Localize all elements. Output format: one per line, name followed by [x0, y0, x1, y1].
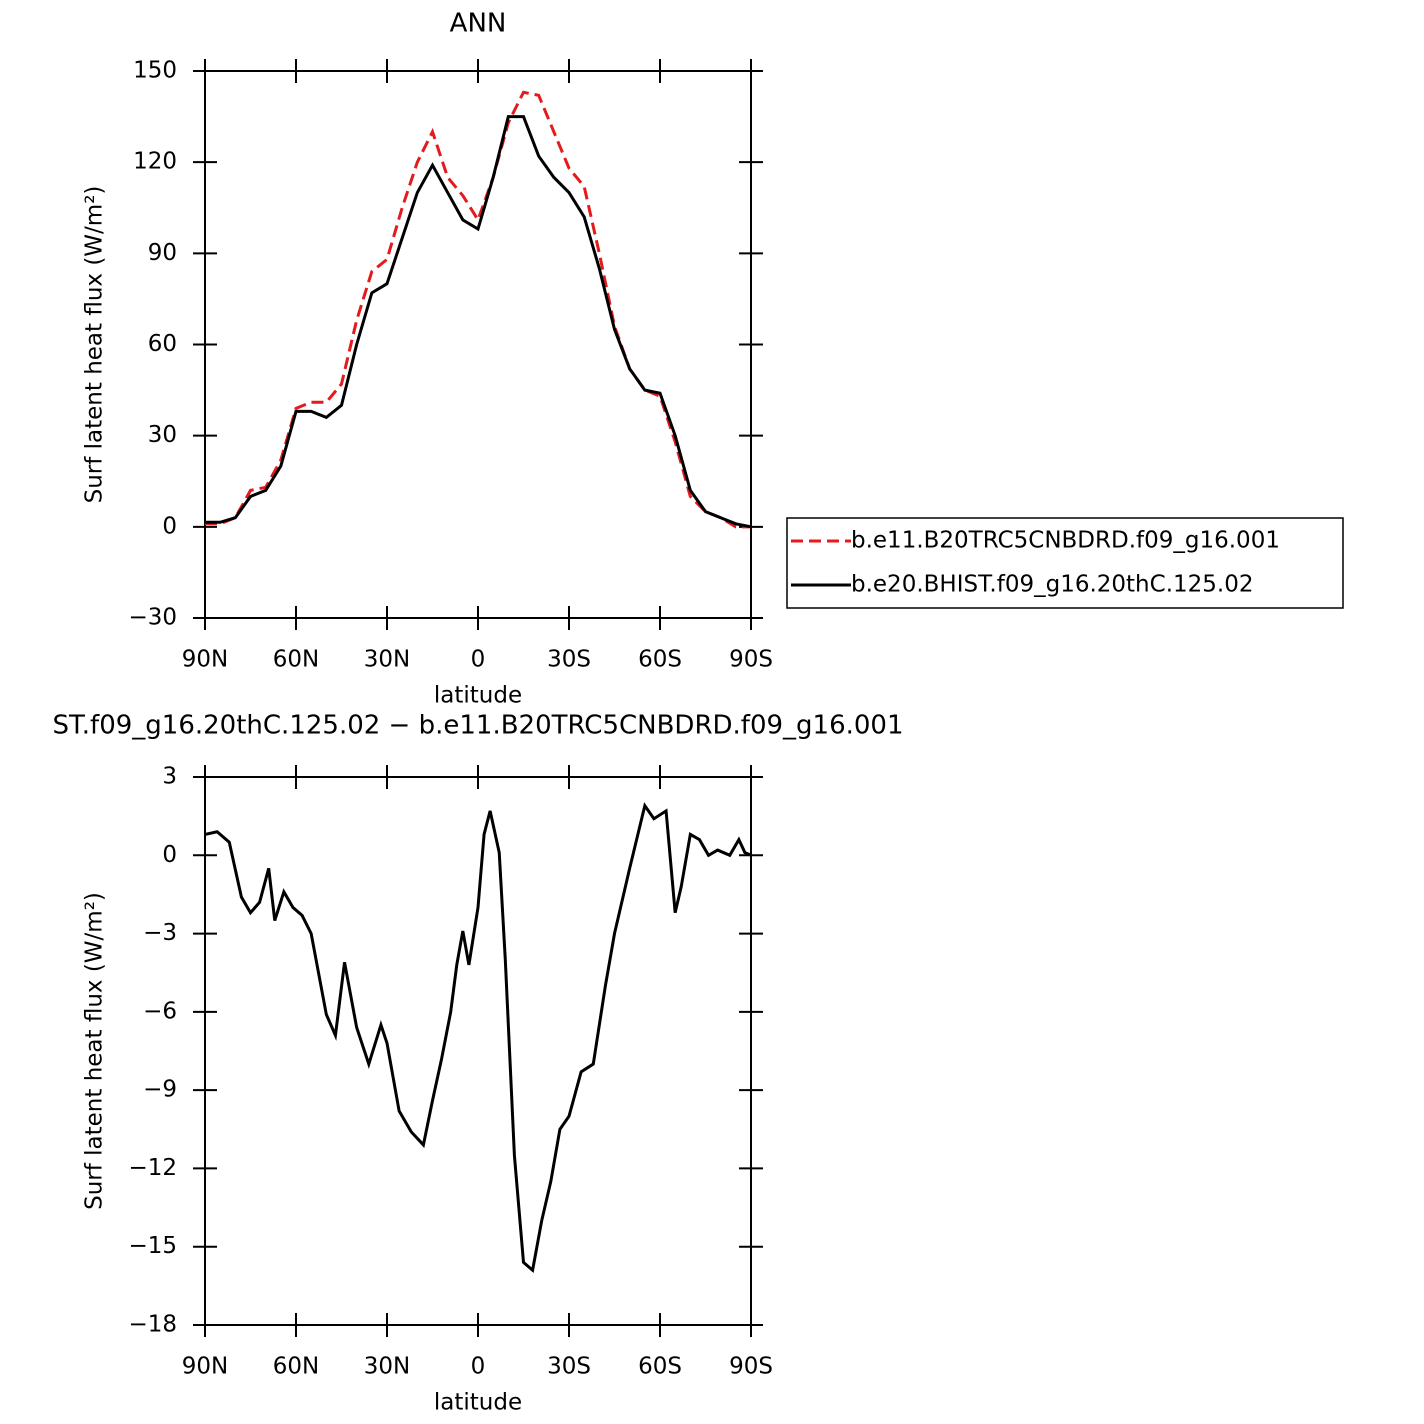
chart-title: ST.f09_g16.20thC.125.02 − b.e11.B20TRC5C… [52, 711, 903, 741]
y-tick-label: −9 [143, 1077, 177, 1103]
x-tick-label: 0 [471, 647, 486, 673]
x-tick-label: 30S [547, 1354, 591, 1380]
x-axis-label: latitude [434, 1390, 522, 1416]
y-tick-label: −15 [128, 1233, 177, 1259]
data-line [205, 90, 751, 529]
data-line [204, 802, 752, 1274]
x-tick-label: 30S [547, 647, 591, 673]
x-tick-label: 90N [182, 647, 228, 673]
y-tick-label: −6 [143, 998, 177, 1024]
y-tick-label: −12 [128, 1155, 177, 1181]
x-tick-label: 30N [364, 647, 410, 673]
x-tick-label: 0 [471, 1354, 486, 1380]
y-axis-label: Surf latent heat flux (W/m²) [82, 186, 108, 504]
x-tick-label: 90S [729, 1354, 773, 1380]
x-tick-label: 60N [273, 1354, 319, 1380]
y-tick-label: 0 [162, 842, 177, 868]
y-tick-label: 90 [148, 240, 177, 266]
x-tick-label: 60S [638, 647, 682, 673]
x-tick-label: 60S [638, 1354, 682, 1380]
data-line [205, 115, 752, 529]
x-tick-label: 90S [729, 647, 773, 673]
y-tick-label: 120 [133, 149, 177, 175]
legend-label: b.e20.BHIST.f09_g16.20thC.125.02 [851, 572, 1253, 598]
y-tick-label: −3 [143, 920, 177, 946]
y-tick-label: −18 [128, 1312, 177, 1338]
y-tick-label: 60 [148, 331, 177, 357]
y-tick-label: 30 [148, 422, 177, 448]
y-tick-label: 0 [162, 513, 177, 539]
y-tick-label: 3 [162, 764, 177, 790]
legend-box [786, 517, 1344, 609]
y-tick-label: 150 [133, 58, 177, 84]
plot-frame [204, 70, 752, 619]
legend-label: b.e11.B20TRC5CNBDRD.f09_g16.001 [851, 528, 1280, 554]
x-axis-label: latitude [434, 683, 522, 709]
x-tick-label: 60N [273, 647, 319, 673]
chart-title: ANN [450, 9, 507, 39]
x-tick-label: 30N [364, 1354, 410, 1380]
y-axis-label: Surf latent heat flux (W/m²) [82, 892, 108, 1210]
x-tick-label: 90N [182, 1354, 228, 1380]
y-tick-label: −30 [128, 605, 177, 631]
